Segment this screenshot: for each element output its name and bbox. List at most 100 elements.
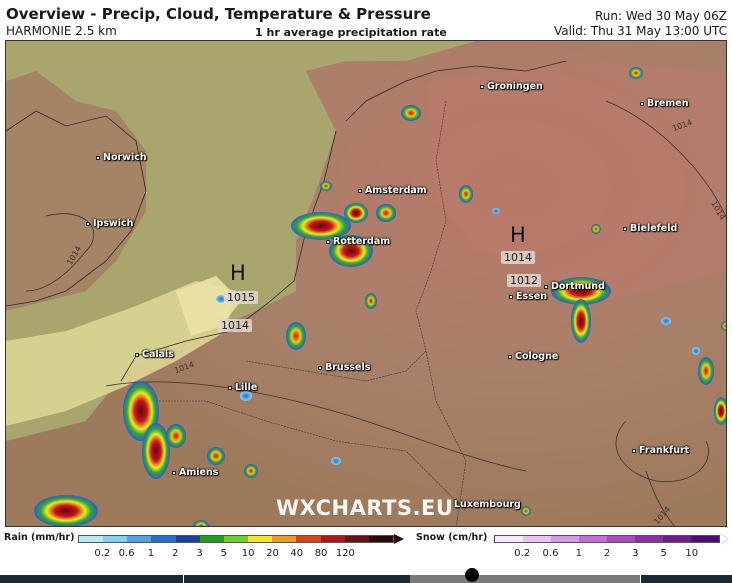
legend-tick-label: 2 — [172, 548, 179, 559]
snow-scale-arrow-icon — [720, 534, 728, 544]
city-groningen: Groningen — [480, 81, 543, 92]
run-time: Run: Wed 30 May 06Z — [594, 9, 727, 23]
time-slider-handle[interactable] — [465, 568, 479, 582]
legend-tick-label: 0.6 — [542, 548, 559, 559]
legend-tick-label: 1 — [147, 548, 155, 559]
legend-color-swatch — [635, 536, 663, 542]
legend-color-swatch — [523, 536, 551, 542]
legend-color-swatch — [691, 536, 719, 542]
england-land — [6, 71, 146, 311]
city-calais: Calais — [135, 349, 174, 360]
city-dortmund: Dortmund — [544, 281, 605, 292]
city-lille: Lille — [228, 382, 257, 393]
city-cologne: Cologne — [508, 351, 558, 362]
isobar-line — [105, 381, 527, 472]
city-amsterdam: Amsterdam — [358, 185, 427, 196]
pressure-center-label: 1014 — [501, 251, 535, 264]
legend-color-swatch — [79, 536, 104, 542]
legend-color-swatch — [344, 536, 369, 542]
legend-color-swatch — [248, 536, 273, 542]
weather-map[interactable]: Groningen Bremen Norwich Amsterdam Ipswi… — [5, 40, 727, 527]
city-marker-icon — [96, 155, 100, 160]
legend-color-swatch — [663, 536, 691, 542]
legend-color-swatch — [368, 536, 394, 542]
legend-color-swatch — [103, 536, 128, 542]
city-rotterdam: Rotterdam — [326, 236, 390, 247]
city-marker-icon — [86, 221, 90, 226]
high-pressure-marker-icon: H — [230, 261, 246, 285]
city-amiens: Amiens — [172, 467, 218, 478]
warm-zone — [426, 61, 726, 301]
cloud-channel — [6, 281, 236, 426]
border-nl-de — [415, 100, 467, 526]
isobar-line — [615, 420, 709, 483]
valid-time: Valid: Thu 31 May 13:00 UTC — [553, 24, 727, 38]
rain-color-scale — [78, 535, 394, 543]
city-marker-icon — [544, 284, 548, 289]
city-bielefeld: Bielefeld — [623, 223, 677, 234]
legend-color-swatch — [495, 536, 523, 542]
city-ipswich: Ipswich — [86, 218, 133, 229]
time-slider-tick — [640, 575, 641, 583]
city-marker-icon — [172, 470, 176, 475]
border-fr — [126, 400, 467, 512]
legend-color-swatch — [551, 536, 579, 542]
legend-tick-label: 2 — [603, 548, 611, 559]
isobar-line — [645, 470, 675, 526]
coastline-england — [6, 110, 147, 307]
legend-color-swatch — [607, 536, 635, 542]
chart-subtitle: 1 hr average precipitation rate — [255, 26, 447, 39]
legend-tick-label: 20 — [266, 548, 279, 559]
rain-scale-arrow-icon — [394, 534, 404, 544]
legend-tick-label: 0.2 — [514, 548, 531, 559]
city-marker-icon — [623, 226, 627, 231]
city-luxembourg: Luxembourg — [447, 499, 521, 510]
city-marker-icon — [640, 101, 644, 106]
legend-color-swatch — [579, 536, 607, 542]
legend-tick-label: 0.2 — [94, 548, 111, 559]
legend-tick-label: 3 — [196, 548, 203, 559]
legend-tick-label: 1 — [575, 548, 582, 559]
city-frankfurt: Frankfurt — [632, 445, 689, 456]
legend-color-swatch — [199, 536, 224, 542]
map-canvas — [6, 41, 726, 526]
legend-tick-label: 5 — [660, 548, 667, 559]
snow-legend-title: Snow (cm/hr) — [416, 532, 488, 543]
city-marker-icon — [480, 84, 484, 89]
legend-tick-label: 80 — [314, 548, 328, 559]
city-marker-icon — [508, 354, 512, 359]
legend-tick-label: 5 — [220, 548, 228, 559]
coastline-west — [120, 130, 337, 382]
pressure-center-label: 1015 — [224, 291, 258, 304]
high-pressure-marker-icon: H — [510, 223, 526, 247]
legend-tick-label: 10 — [685, 548, 699, 559]
isobar-label: 1012 — [507, 274, 541, 287]
time-slider-track[interactable] — [0, 575, 732, 583]
legend-color-swatch — [223, 536, 249, 542]
city-marker-icon — [326, 239, 330, 244]
watermark-logo: WXCHARTS.EU — [276, 496, 454, 520]
isobar-line — [25, 213, 95, 292]
city-essen: Essen — [509, 291, 547, 302]
city-marker-icon — [447, 502, 451, 507]
city-marker-icon — [135, 352, 139, 357]
city-brussels: Brussels — [318, 362, 370, 373]
city-marker-icon — [318, 365, 322, 370]
legend-color-swatch — [127, 536, 152, 542]
city-marker-icon — [509, 294, 513, 299]
legend-color-swatch — [296, 536, 321, 542]
city-bremen: Bremen — [640, 98, 688, 109]
city-marker-icon — [632, 448, 636, 453]
legend-tick-label: 40 — [290, 548, 304, 559]
chart-title: Overview - Precip, Cloud, Temperature & … — [6, 5, 431, 23]
isobar-line — [605, 100, 726, 218]
city-marker-icon — [228, 385, 232, 390]
coastline-north — [345, 60, 567, 122]
precip-cells — [34, 67, 726, 526]
model-name: HARMONIE 2.5 km — [6, 24, 117, 38]
time-slider-fill — [410, 575, 640, 583]
legend-color-swatch — [175, 536, 200, 542]
snow-color-scale — [494, 535, 720, 543]
legend-tick-label: 0.6 — [118, 548, 135, 559]
